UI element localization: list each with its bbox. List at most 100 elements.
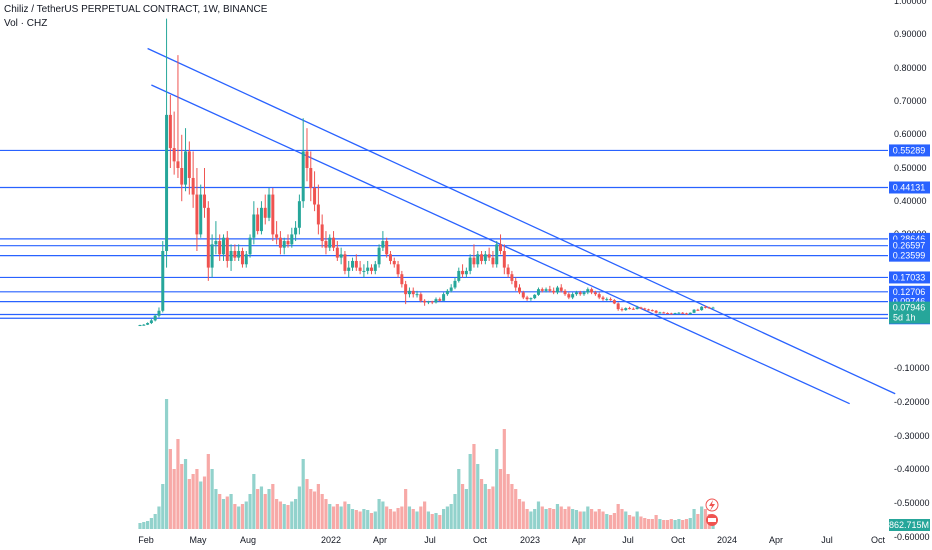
candle-body[interactable] [335, 247, 339, 258]
candle-body[interactable] [381, 241, 385, 248]
candle-body[interactable] [491, 257, 495, 265]
candle-body[interactable] [233, 251, 237, 258]
trendline[interactable] [147, 47, 896, 395]
candle-body[interactable] [669, 313, 673, 315]
candle-body[interactable] [707, 307, 711, 309]
candle-body[interactable] [294, 227, 298, 235]
candle-body[interactable] [647, 309, 651, 311]
candle-body[interactable] [184, 151, 188, 185]
candle-body[interactable] [366, 267, 370, 271]
candle-body[interactable] [297, 201, 301, 228]
candle-body[interactable] [578, 292, 582, 295]
candle-body[interactable] [206, 207, 210, 268]
candle-body[interactable] [172, 148, 176, 162]
candle-body[interactable] [396, 264, 400, 275]
candle-body[interactable] [590, 289, 594, 293]
candle-body[interactable] [286, 241, 290, 245]
candle-body[interactable] [199, 194, 203, 235]
candle-body[interactable] [343, 254, 347, 271]
candle-body[interactable] [449, 287, 453, 291]
candle-body[interactable] [514, 280, 518, 288]
candle-body[interactable] [529, 298, 533, 300]
candle-body[interactable] [620, 309, 624, 311]
candle-body[interactable] [658, 312, 662, 314]
candle-body[interactable] [426, 301, 430, 303]
candle-body[interactable] [631, 308, 635, 310]
candle-body[interactable] [161, 251, 165, 311]
candle-body[interactable] [609, 299, 613, 301]
candle-body[interactable] [472, 257, 476, 265]
candle-body[interactable] [252, 214, 256, 238]
candle-body[interactable] [635, 307, 639, 310]
candle-body[interactable] [180, 168, 184, 185]
candle-body[interactable] [476, 254, 480, 265]
candle-body[interactable] [423, 300, 427, 303]
candle-body[interactable] [411, 290, 415, 295]
candle-body[interactable] [203, 194, 207, 208]
candle-body[interactable] [438, 299, 442, 301]
candle-body[interactable] [612, 300, 616, 304]
candle-body[interactable] [400, 274, 404, 285]
candle-body[interactable] [282, 241, 286, 248]
candle-body[interactable] [453, 280, 457, 288]
candle-body[interactable] [601, 297, 605, 300]
candle-body[interactable] [309, 168, 313, 188]
candle-body[interactable] [461, 270, 465, 275]
candle-body[interactable] [559, 287, 563, 291]
candle-body[interactable] [616, 303, 620, 310]
candle-body[interactable] [256, 214, 260, 232]
candle-body[interactable] [218, 241, 222, 255]
candle-body[interactable] [275, 234, 279, 238]
candle-body[interactable] [677, 312, 681, 314]
candle-body[interactable] [419, 294, 423, 301]
candle-body[interactable] [510, 274, 514, 281]
candle-body[interactable] [165, 114, 169, 251]
candle-body[interactable] [415, 294, 419, 296]
candle-body[interactable] [301, 151, 305, 202]
candle-body[interactable] [502, 251, 506, 268]
candle-body[interactable] [571, 294, 575, 298]
candle-body[interactable] [681, 312, 685, 314]
candle-body[interactable] [369, 267, 373, 271]
candle-body[interactable] [700, 306, 704, 311]
candle-body[interactable] [259, 207, 263, 232]
candle-body[interactable] [320, 224, 324, 242]
candle-body[interactable] [574, 292, 578, 295]
candle-body[interactable] [324, 241, 328, 248]
candle-body[interactable] [628, 308, 632, 310]
candle-body[interactable] [191, 177, 195, 195]
candle-body[interactable] [468, 257, 472, 271]
candle-body[interactable] [316, 204, 320, 225]
candle-body[interactable] [684, 313, 688, 315]
candle-body[interactable] [639, 307, 643, 309]
candle-body[interactable] [332, 237, 336, 248]
candle-body[interactable] [237, 251, 241, 258]
candle-body[interactable] [586, 289, 590, 293]
candle-body[interactable] [339, 254, 343, 258]
candle-body[interactable] [313, 187, 317, 205]
candle-body[interactable] [385, 241, 389, 255]
candle-body[interactable] [506, 267, 510, 275]
candle-body[interactable] [495, 244, 499, 265]
candle-body[interactable] [605, 299, 609, 301]
candle-body[interactable] [214, 241, 218, 245]
candle-body[interactable] [221, 237, 225, 255]
candle-body[interactable] [271, 194, 275, 235]
candle-body[interactable] [404, 284, 408, 295]
candle-body[interactable] [582, 292, 586, 295]
candle-body[interactable] [244, 254, 248, 265]
candle-body[interactable] [430, 301, 434, 303]
candle-body[interactable] [673, 313, 677, 315]
candle-body[interactable] [711, 307, 715, 309]
candle-body[interactable] [305, 151, 309, 168]
candle-body[interactable] [388, 254, 392, 261]
candle-body[interactable] [548, 289, 552, 291]
candle-body[interactable] [263, 207, 267, 218]
candle-body[interactable] [692, 309, 696, 313]
candle-body[interactable] [593, 292, 597, 295]
candle-body[interactable] [643, 308, 647, 310]
candle-body[interactable] [533, 294, 537, 299]
candle-body[interactable] [358, 267, 362, 271]
candle-body[interactable] [480, 254, 484, 261]
